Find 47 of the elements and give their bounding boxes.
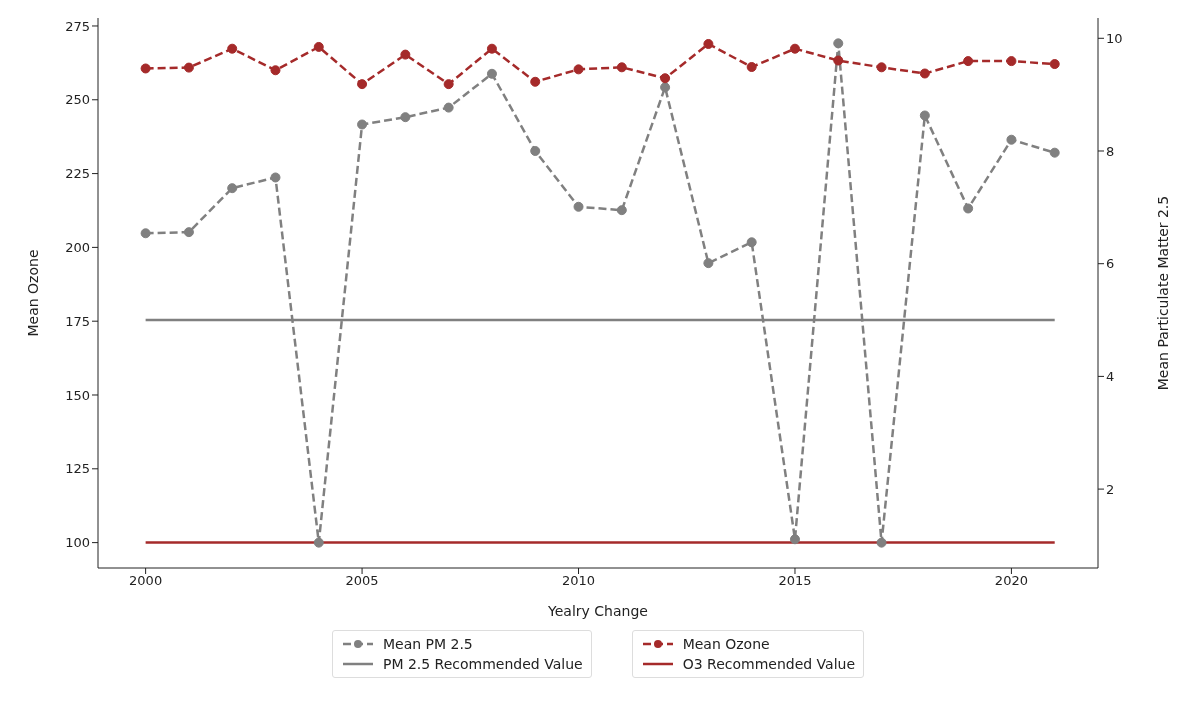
point xyxy=(616,205,627,216)
point xyxy=(963,203,974,214)
y-tick-label: 225 xyxy=(65,166,90,182)
point xyxy=(140,228,151,239)
point xyxy=(1049,147,1060,158)
legend-label: PM 2.5 Recommended Value xyxy=(382,655,583,674)
y-tick-label: 200 xyxy=(65,240,90,255)
x-tick-label: 2020 xyxy=(994,573,1028,589)
point xyxy=(660,82,671,93)
y-tick-label: 250 xyxy=(65,92,90,108)
point xyxy=(227,183,238,194)
y-tick-label: 150 xyxy=(65,387,90,403)
x-tick-label: 2010 xyxy=(561,573,596,589)
y2-tick-label: 10 xyxy=(1106,30,1123,46)
y2-tick-label: 6 xyxy=(1106,256,1115,272)
point xyxy=(573,201,584,212)
x-tick-label: 2005 xyxy=(345,573,379,589)
y-tick-label: 275 xyxy=(65,18,90,34)
point xyxy=(876,537,887,548)
x-tick-label: 2000 xyxy=(129,573,163,589)
point xyxy=(270,172,281,183)
y2-tick-label: 4 xyxy=(1106,369,1115,385)
y-axis-title: Mean Ozone xyxy=(24,249,41,337)
y2-tick-label: 8 xyxy=(1106,143,1115,159)
point xyxy=(443,102,454,113)
point xyxy=(789,534,800,545)
point xyxy=(486,68,497,79)
x-axis-title: Yealry Change xyxy=(547,603,648,619)
point xyxy=(357,119,368,130)
point xyxy=(530,145,541,156)
legend-label: Mean Ozone xyxy=(682,635,770,654)
point xyxy=(703,258,714,269)
point xyxy=(183,227,194,238)
x-tick-label: 2015 xyxy=(778,573,812,589)
legend-label: Mean PM 2.5 xyxy=(382,635,473,654)
point xyxy=(919,110,930,121)
point xyxy=(313,537,324,548)
y-tick-label: 175 xyxy=(65,313,90,329)
y2-tick-label: 2 xyxy=(1106,481,1115,497)
y2-axis-title: Mean Particulate Matter 2.5 xyxy=(1154,195,1171,391)
point xyxy=(746,237,757,248)
point xyxy=(400,112,411,123)
point xyxy=(833,38,844,49)
legend-label: O3 Recommended Value xyxy=(682,655,856,674)
point xyxy=(1006,134,1017,145)
y-tick-label: 125 xyxy=(65,461,90,477)
y-tick-label: 100 xyxy=(65,535,90,551)
